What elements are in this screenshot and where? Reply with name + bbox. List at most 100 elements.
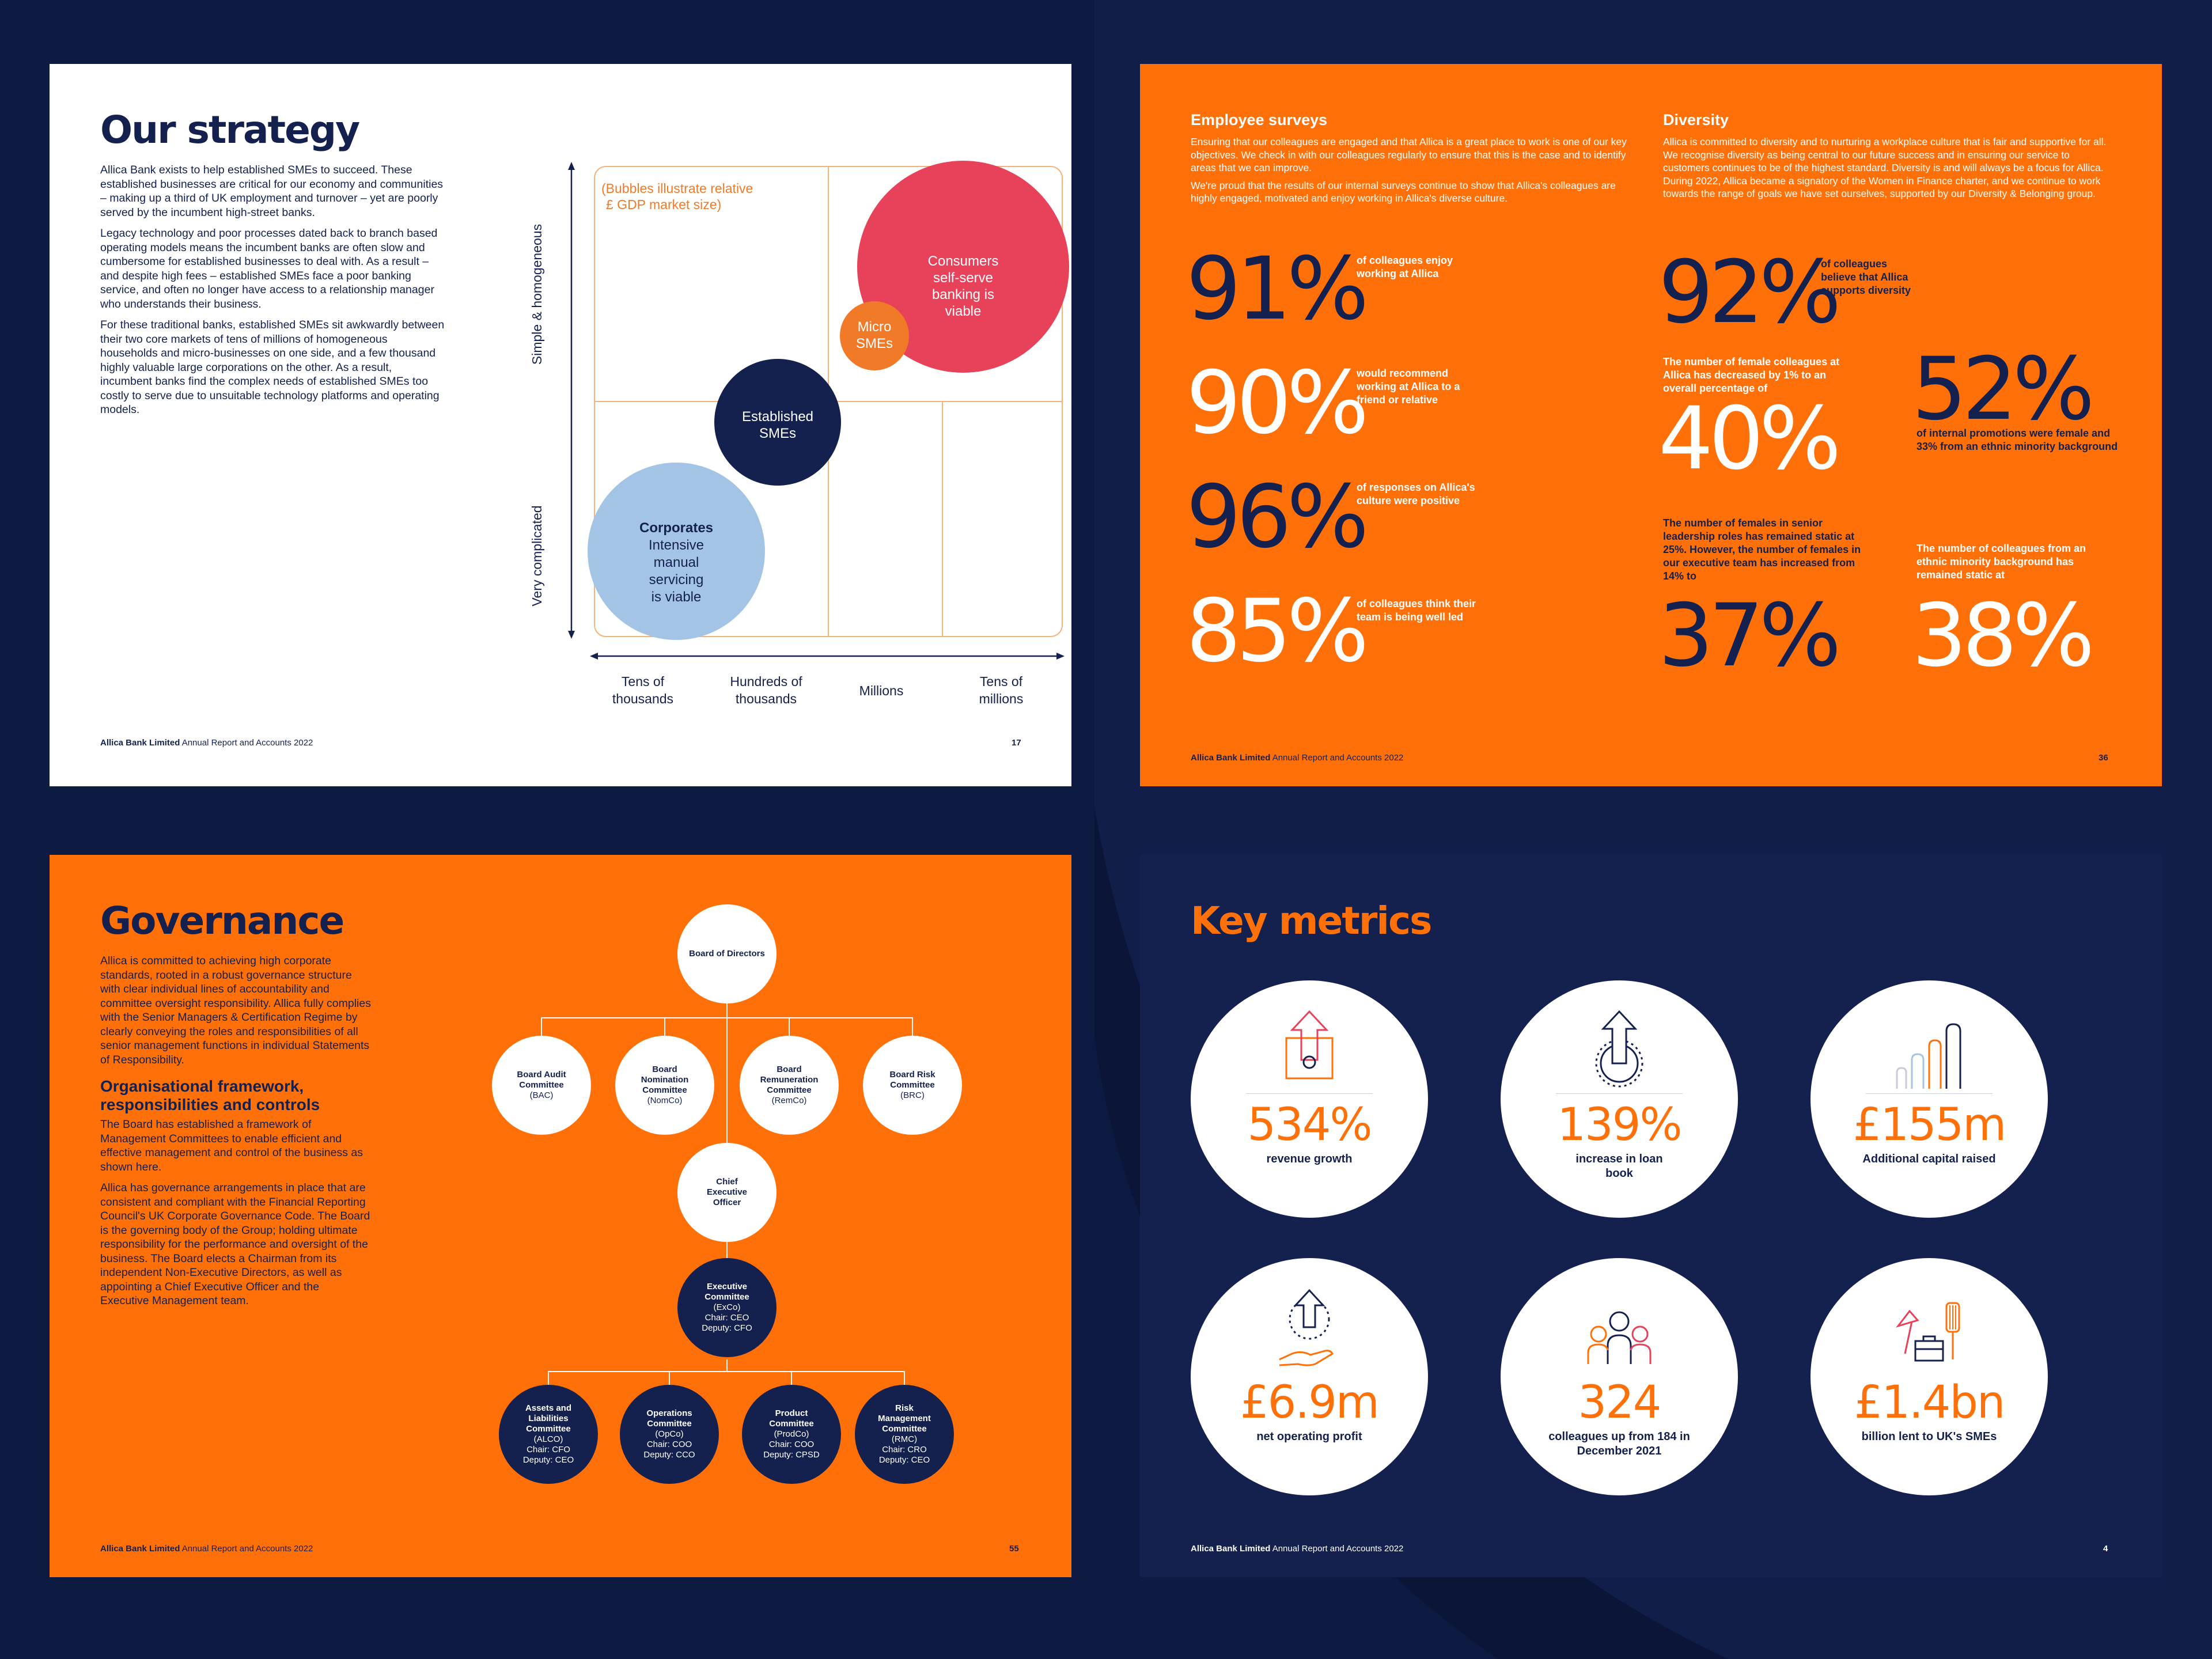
footer-text: Annual Report and Accounts 2022 [180,1544,313,1554]
stat-caption: The number of females in senior leadersh… [1663,517,1861,582]
footer-text: Annual Report and Accounts 2022 [1270,1544,1404,1554]
node-chair: Chair: CFO [527,1445,570,1455]
node-title: Board Remuneration Committee [760,1065,819,1095]
x-tick-label: Tens of [622,674,665,689]
node-title: Operations Committee [646,1408,692,1429]
colleagues-icon [1587,1311,1652,1364]
governance-body: Allica is committed to achieving high co… [100,954,371,1315]
node-abbr: (BAC) [529,1090,554,1100]
metric-value: £1.4bn [1854,1377,2006,1429]
paragraph: We're proud that the results of our inte… [1191,179,1616,204]
bubble-label: SMEs [856,336,893,351]
node-title: Product Committee [769,1408,814,1429]
stat-value: 40% [1658,389,1841,489]
connector [726,1036,728,1143]
node-abbr: (ProdCo) [774,1429,809,1439]
footer-brand: Allica Bank Limited [100,738,180,748]
bubble-label: Intensive [649,537,704,553]
stat-value: 90% [1186,353,1369,453]
metric-card: £155m Additional capital raised [1810,980,2048,1218]
revenue-arrow-icon [1285,1010,1334,1080]
node-abbr: (RemCo) [771,1096,807,1105]
node-title: Board of Directors [689,949,765,959]
stat-caption: of colleagues enjoy working at Allica [1357,255,1453,279]
y-axis-label-bottom: Very complicated [529,505,544,606]
node-abbr: (RMC) [891,1434,918,1444]
surveys-text: Ensuring that our colleagues are engaged… [1191,135,1640,210]
connector [789,1017,790,1036]
x-tick-label: millions [979,691,1024,706]
node-deputy: Deputy: CEO [878,1455,930,1465]
x-tick-label: thousands [736,691,797,706]
stat-value: 96% [1186,467,1369,567]
stat-caption: of colleagues believe that Allica suppor… [1821,258,1911,296]
node-title: Assets and Liabilities Committee [525,1403,572,1434]
metric-label: billion lent to UK's SMEs [1861,1430,1997,1443]
metric-value: 324 [1578,1377,1662,1429]
committee-node: Board Audit Committee (BAC) [492,1036,591,1135]
footer-brand: Allica Bank Limited [1191,1544,1271,1554]
ceo-node: Chief Executive Officer [677,1143,777,1242]
page-number: 17 [1012,738,1021,748]
paragraph: Allica Bank exists to help established S… [100,164,444,219]
divider [1556,1093,1683,1094]
connector [669,1371,670,1385]
metric-label: colleagues up from 184 in December 2021 [1548,1430,1690,1457]
diversity-text: Allica is committed to diversity and to … [1663,135,2118,205]
bubble-label: Consumers [928,253,999,269]
metric-label: net operating profit [1256,1430,1362,1443]
y-axis-arrow-bottom [568,631,575,639]
page-title: Governance [100,899,344,943]
metric-card: £6.9m net operating profit [1191,1258,1428,1495]
x-axis-arrow-right [1056,653,1065,660]
connector [664,1017,665,1036]
stat-caption: The number of female colleagues at Allic… [1663,356,1840,394]
node-title: Executive Committee [704,1282,749,1302]
exco-node: Executive Committee (ExCo) Chair: CEO De… [677,1258,777,1357]
node-deputy: Deputy: CPSD [763,1450,820,1460]
corporates-bubble [588,463,765,640]
stat-value: 37% [1658,586,1841,686]
stat-value: 85% [1186,581,1369,681]
stat-caption: of colleagues think their team is being … [1357,598,1476,623]
footer-brand: Allica Bank Limited [100,1544,180,1554]
node-chair: Chair: CEO [704,1313,749,1323]
node-chair: Chair: COO [768,1440,815,1449]
stat-value: 91% [1186,239,1369,339]
metric-label: revenue growth [1266,1153,1353,1165]
paragraph: Allica is committed to diversity and to … [1663,136,2107,199]
node-abbr: (BRC) [900,1090,925,1100]
connector [541,1017,913,1018]
y-axis-label-top: Simple & homogeneous [529,224,544,365]
node-deputy: Deputy: CFO [702,1323,752,1333]
bubble-label: Established [742,409,813,425]
y-axis-arrow-top [568,162,575,170]
node-abbr: (OpCo) [655,1429,684,1439]
people-page: Employee surveys Ensuring that our colle… [1140,64,2162,786]
stat-value: 38% [1912,586,2094,686]
stat-caption: would recommend working at Allica to a f… [1357,368,1460,406]
metric-card: 139% increase in loan book [1501,980,1738,1218]
footer-text: Annual Report and Accounts 2022 [180,738,313,748]
divider [1866,1093,1993,1094]
x-tick-label: Hundreds of [730,674,802,689]
x-tick-label: thousands [612,691,673,706]
bubble-label: viable [945,304,982,319]
mgmt-committee-node: Product Committee (ProdCo) Chair: COO De… [742,1385,841,1484]
page-title: Our strategy [100,108,360,152]
key-metrics-page: Key metrics 534% revenue growth 139% inc… [1140,855,2162,1577]
metric-value: £6.9m [1240,1377,1380,1429]
section-heading: Employee surveys [1191,111,1328,128]
paragraph: Legacy technology and poor processes dat… [100,227,438,310]
connector [904,1371,905,1385]
page-footer: Allica Bank Limited Annual Report and Ac… [1191,753,1403,763]
node-abbr: (NomCo) [647,1096,683,1105]
footer-text: Annual Report and Accounts 2022 [1270,753,1404,763]
paragraph: The Board has established a framework of… [100,1118,363,1173]
stat-caption: of internal promotions were female and 3… [1916,427,2118,452]
stat-caption: The number of colleagues from an ethnic … [1916,543,2086,581]
node-deputy: Deputy: CCO [643,1450,695,1460]
metric-value: 139% [1557,1099,1683,1151]
strategy-body: Allica Bank exists to help established S… [100,163,446,424]
metric-label: Additional capital raised [1862,1153,1996,1165]
